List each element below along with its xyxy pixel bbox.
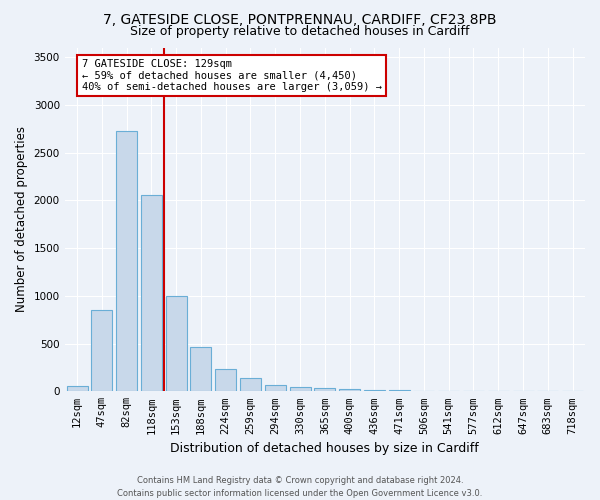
- Bar: [91, 310, 112, 392]
- Bar: [339, 389, 360, 392]
- Bar: [240, 378, 261, 392]
- Bar: [215, 370, 236, 392]
- Bar: [290, 386, 311, 392]
- Y-axis label: Number of detached properties: Number of detached properties: [15, 126, 28, 312]
- Bar: [314, 388, 335, 392]
- Text: Size of property relative to detached houses in Cardiff: Size of property relative to detached ho…: [130, 25, 470, 38]
- X-axis label: Distribution of detached houses by size in Cardiff: Distribution of detached houses by size …: [170, 442, 479, 455]
- Text: 7 GATESIDE CLOSE: 129sqm
← 59% of detached houses are smaller (4,450)
40% of sem: 7 GATESIDE CLOSE: 129sqm ← 59% of detach…: [82, 59, 382, 92]
- Bar: [166, 296, 187, 392]
- Bar: [67, 386, 88, 392]
- Bar: [116, 130, 137, 392]
- Bar: [364, 390, 385, 392]
- Text: Contains HM Land Registry data © Crown copyright and database right 2024.
Contai: Contains HM Land Registry data © Crown c…: [118, 476, 482, 498]
- Bar: [265, 385, 286, 392]
- Text: 7, GATESIDE CLOSE, PONTPRENNAU, CARDIFF, CF23 8PB: 7, GATESIDE CLOSE, PONTPRENNAU, CARDIFF,…: [103, 12, 497, 26]
- Bar: [389, 390, 410, 392]
- Bar: [190, 348, 211, 392]
- Bar: [141, 194, 162, 392]
